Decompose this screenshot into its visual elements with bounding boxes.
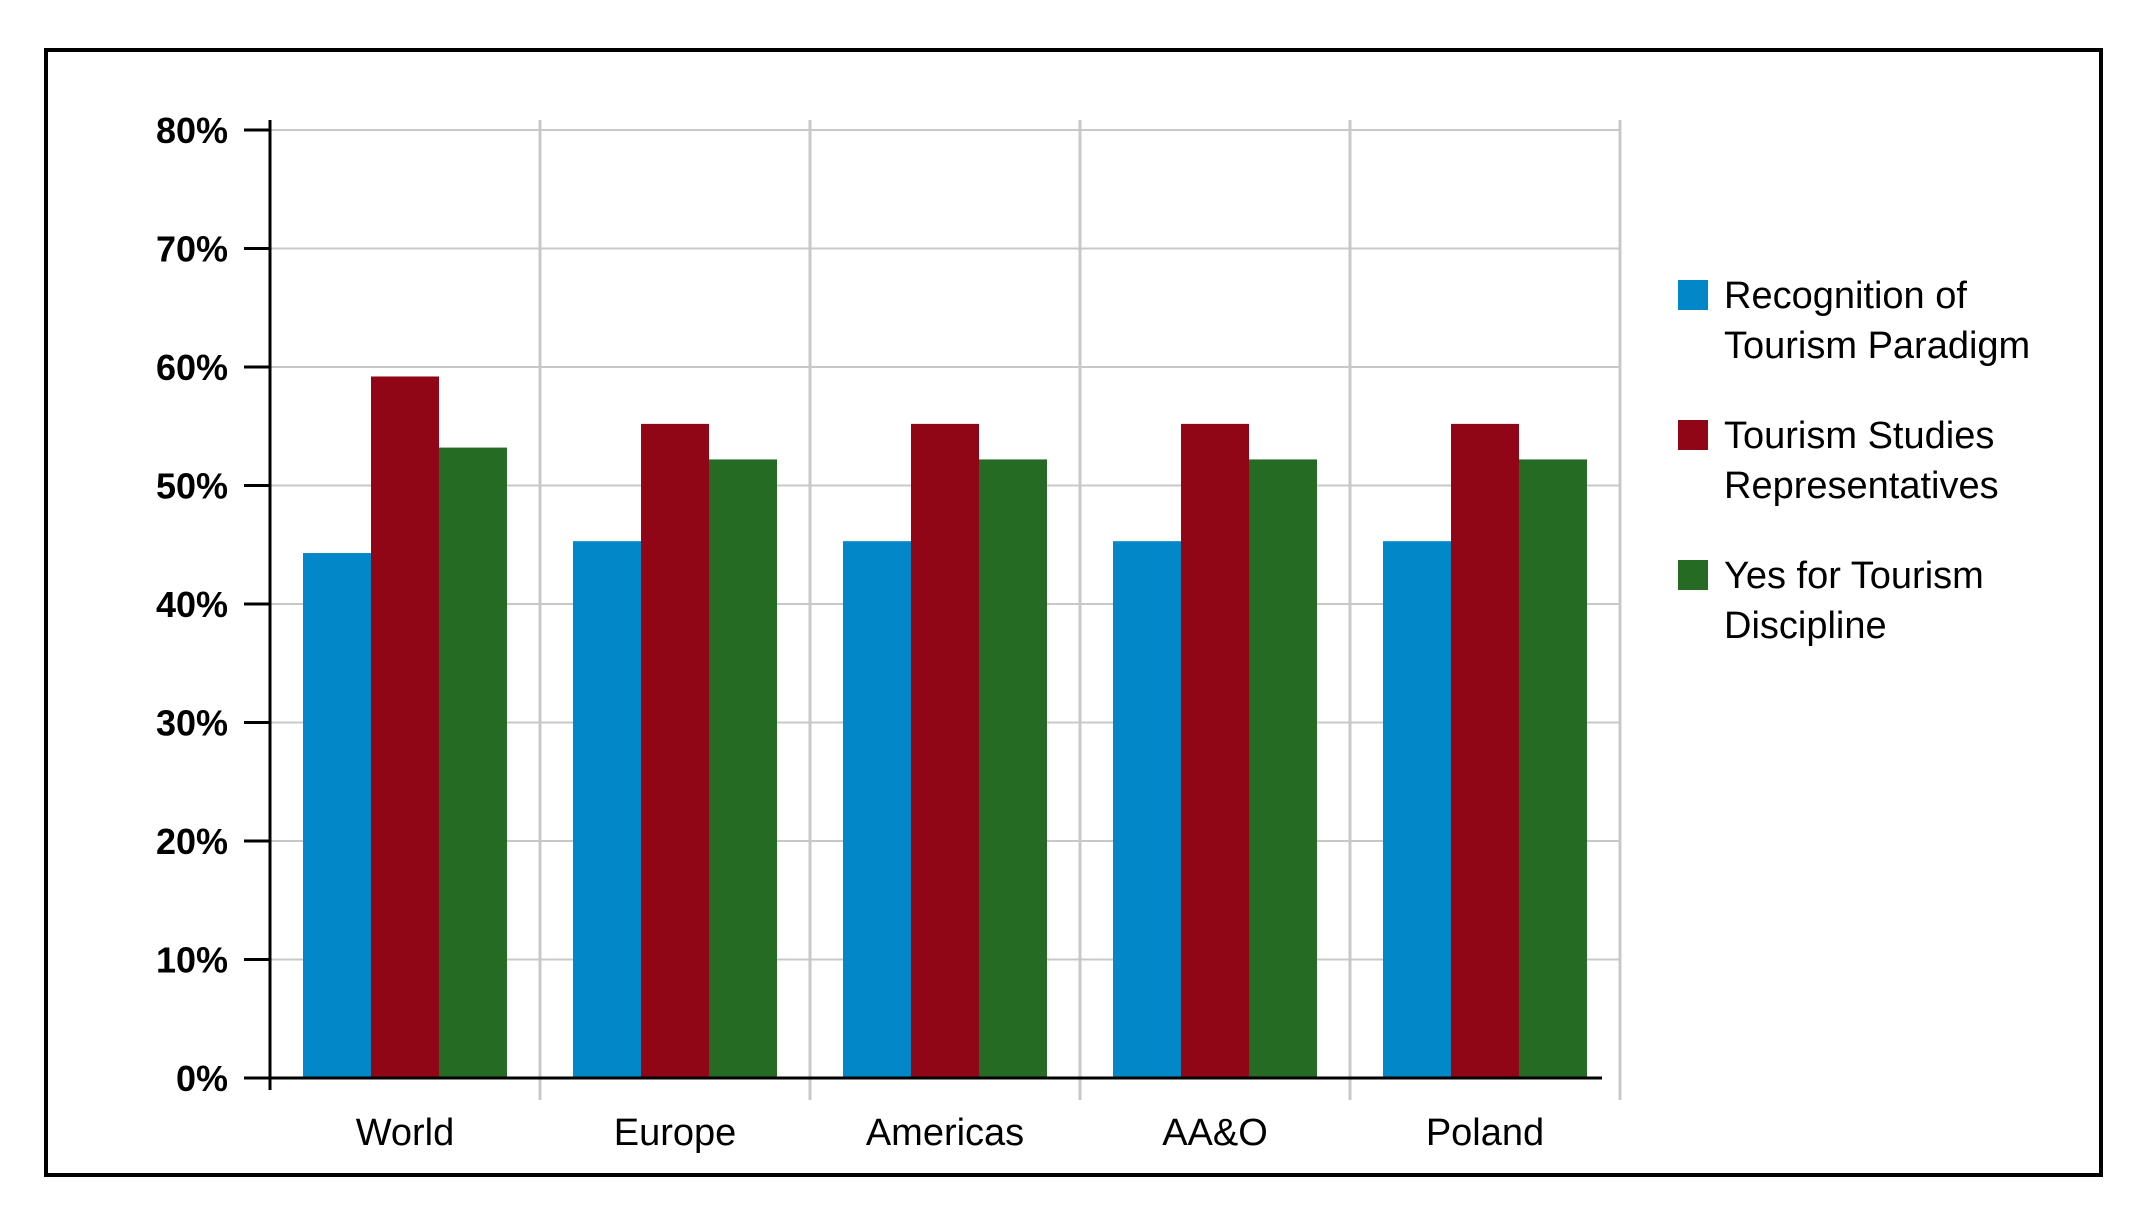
x-tick-label: Americas [866,1112,1024,1154]
legend: Recognition of Tourism Paradigm Tourism St… [1678,275,2030,647]
bar [641,423,709,1078]
legend-swatch [1678,560,1708,590]
y-axis-ticks: 0% 10% 20% 30% 40% 50% 60% 70% 80% [156,110,228,1099]
axes [244,120,1602,1090]
x-tick-label: Poland [1426,1112,1544,1154]
bar [979,459,1047,1078]
bar [843,541,911,1078]
bar [439,447,507,1079]
x-tick-label: Europe [614,1112,737,1154]
bar [1113,541,1181,1078]
legend-label: Tourism Studies [1724,415,1994,457]
legend-swatch [1678,420,1708,450]
bars [303,376,1587,1079]
y-tick-label: 80% [156,110,228,151]
y-tick-label: 0% [176,1058,228,1099]
bar [1249,459,1317,1078]
y-tick-label: 70% [156,229,228,270]
legend-label: Discipline [1724,605,1887,647]
y-tick-label: 20% [156,821,228,862]
y-tick-label: 60% [156,347,228,388]
legend-label: Yes for Tourism [1724,555,1984,597]
bar [1519,459,1587,1078]
x-axis-ticks: World Europe Americas AA&O Poland [356,1112,1544,1154]
x-tick-label: AA&O [1162,1112,1268,1154]
legend-label: Tourism Paradigm [1724,325,2030,367]
y-tick-label: 50% [156,466,228,507]
y-tick-label: 10% [156,940,228,981]
y-tick-label: 30% [156,703,228,744]
bar [1181,423,1249,1078]
y-tick-label: 40% [156,584,228,625]
bar [709,459,777,1078]
bar [371,376,439,1079]
bar [573,541,641,1078]
bar [1383,541,1451,1078]
bar [303,553,371,1078]
legend-swatch [1678,280,1708,310]
legend-label: Recognition of [1724,275,1967,317]
chart-frame [44,48,2103,1177]
bar [911,423,979,1078]
x-tick-label: World [356,1112,455,1154]
legend-label: Representatives [1724,465,1999,507]
bar [1451,423,1519,1078]
